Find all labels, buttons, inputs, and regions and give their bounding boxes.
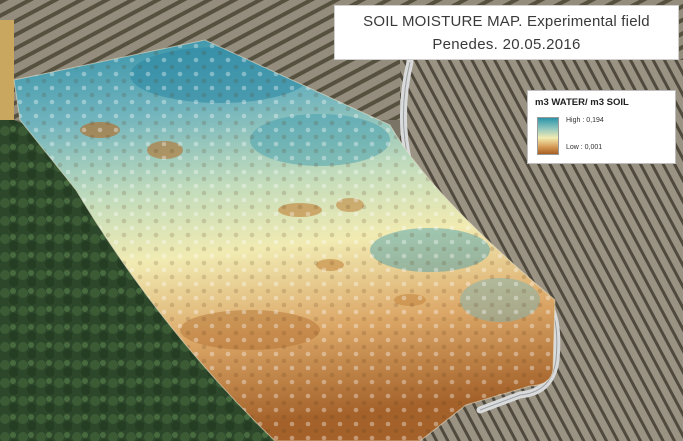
map-title-box: SOIL MOISTURE MAP. Experimental field Pe… bbox=[334, 5, 679, 60]
legend-title: m3 WATER/ m3 SOIL bbox=[535, 97, 629, 108]
map-subtitle: Penedes. 20.05.2016 bbox=[432, 36, 581, 53]
legend-color-ramp bbox=[537, 117, 559, 155]
legend-low-label: Low : 0,001 bbox=[566, 144, 603, 151]
legend-high-label: High : 0,194 bbox=[566, 117, 604, 124]
field-boundary bbox=[13, 39, 556, 441]
legend: m3 WATER/ m3 SOIL High : 0,194 Low : 0,0… bbox=[527, 90, 676, 164]
map-title: SOIL MOISTURE MAP. Experimental field bbox=[363, 13, 650, 30]
bare-soil-edge bbox=[0, 20, 14, 120]
